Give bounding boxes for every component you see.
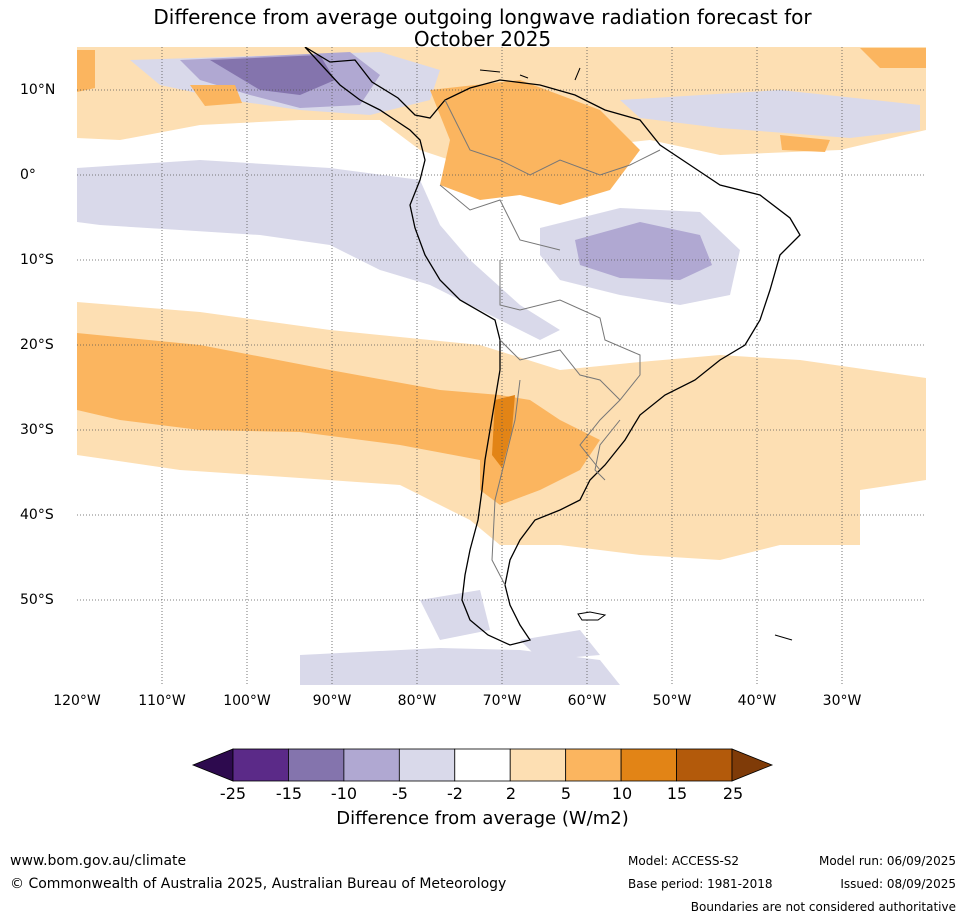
colorbar-segment	[454, 748, 511, 782]
website-link[interactable]: www.bom.gov.au/climate	[10, 853, 187, 869]
colorbar-tick-label: 5	[560, 784, 572, 803]
lon-label: 100°W	[223, 693, 271, 709]
lon-label: 40°W	[737, 693, 777, 709]
anomaly-region	[77, 50, 95, 92]
lon-label: 90°W	[312, 693, 352, 709]
colorbar-segment	[676, 748, 733, 782]
anomaly-region	[780, 135, 830, 152]
lon-label: 80°W	[397, 693, 437, 709]
colorbar	[191, 748, 774, 782]
colorbar-segment	[343, 748, 400, 782]
anomaly-region	[210, 55, 335, 95]
anomaly-region	[77, 160, 560, 340]
colorbar-tick-label: 15	[666, 784, 688, 803]
falkland-islands	[577, 611, 607, 621]
anomaly-region	[520, 630, 600, 660]
lon-label: 120°W	[53, 693, 101, 709]
issued-date: Issued: 08/09/2025	[840, 877, 956, 891]
colorbar-segment	[509, 748, 567, 782]
lon-label: 50°W	[652, 693, 692, 709]
colorbar-under-arrow	[191, 748, 234, 782]
colorbar-segment	[398, 748, 456, 782]
map-title: Difference from average outgoing longwav…	[0, 6, 965, 50]
model-name: Model: ACCESS-S2	[628, 854, 740, 868]
anomaly-region	[575, 222, 712, 280]
colorbar-segment	[565, 748, 622, 782]
colorbar-tick-label: -10	[330, 784, 358, 803]
coastline	[304, 47, 801, 646]
lon-label: 70°W	[482, 693, 522, 709]
lat-label: 20°S	[20, 337, 54, 353]
anomaly-region	[860, 48, 926, 68]
lat-label: 0°	[20, 167, 36, 183]
colorbar-title: Difference from average (W/m2)	[336, 808, 629, 829]
boundaries-disclaimer: Boundaries are not considered authoritat…	[690, 900, 956, 914]
country-borders	[439, 99, 661, 586]
caribbean-islands	[479, 67, 581, 81]
colorbar-tick-label: 25	[722, 784, 744, 803]
colorbar-over-arrow	[731, 748, 774, 782]
lat-label: 10°N	[20, 82, 56, 98]
anomaly-field	[77, 47, 926, 685]
lat-label: 40°S	[20, 507, 54, 523]
colorbar-tick-label: -25	[219, 784, 247, 803]
title-line-1: Difference from average outgoing longwav…	[153, 5, 812, 29]
lon-label: 30°W	[822, 693, 862, 709]
anomaly-region	[492, 395, 515, 468]
copyright-text: © Commonwealth of Australia 2025, Austra…	[10, 876, 507, 892]
colorbar-tick-label: -5	[392, 784, 408, 803]
lat-label: 10°S	[20, 252, 54, 268]
colorbar-tick-label: -15	[275, 784, 303, 803]
lon-label: 60°W	[567, 693, 607, 709]
anomaly-region	[430, 80, 640, 205]
colorbar-segment	[232, 748, 289, 782]
south-georgia	[774, 634, 793, 641]
anomaly-region	[77, 333, 600, 505]
anomaly-region	[420, 590, 490, 640]
lat-label: 30°S	[20, 422, 54, 438]
colorbar-segment	[620, 748, 677, 782]
colorbar-tick-label: 10	[611, 784, 633, 803]
colorbar-tick-label: 2	[505, 784, 517, 803]
colorbar-tick-label: -2	[447, 784, 463, 803]
lat-label: 50°S	[20, 592, 54, 608]
base-period: Base period: 1981-2018	[628, 877, 773, 891]
colorbar-segment	[288, 748, 345, 782]
lon-label: 110°W	[138, 693, 186, 709]
model-run-date: Model run: 06/09/2025	[818, 854, 956, 868]
title-line-2: October 2025	[413, 27, 552, 51]
anomaly-region	[620, 90, 920, 138]
